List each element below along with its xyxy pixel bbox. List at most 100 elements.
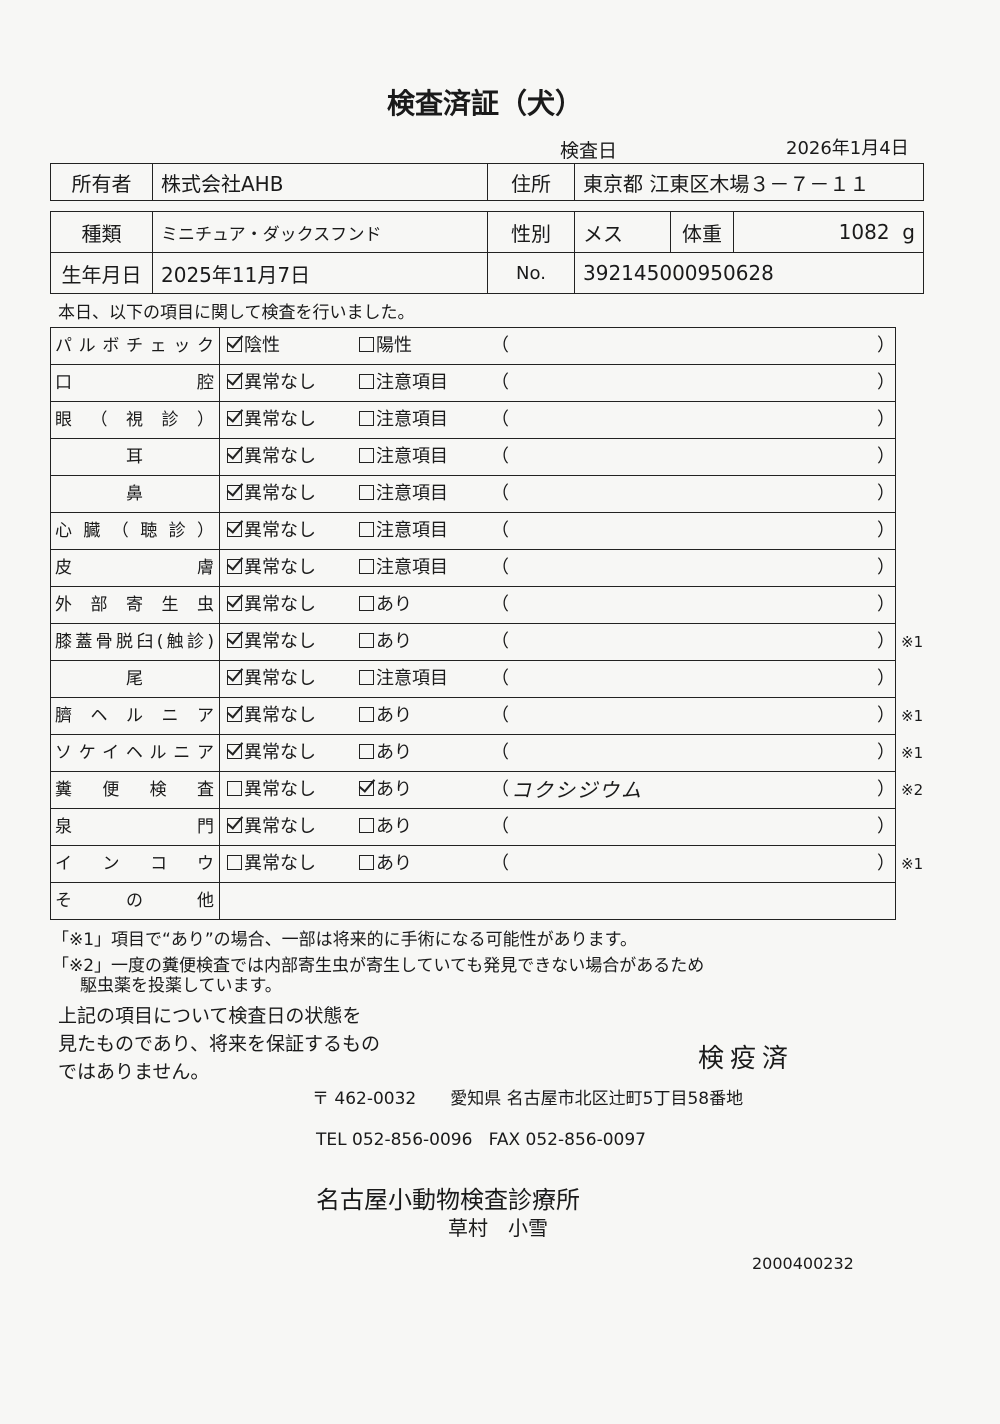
option-abnormal[interactable]: あり	[359, 698, 412, 734]
option-abnormal[interactable]: あり	[359, 587, 412, 623]
sex-label: 性別	[487, 211, 575, 253]
table-row: 眼（視診） 異常なし 注意項目 （ ）	[51, 402, 895, 439]
address-label: 住所	[487, 163, 575, 201]
option-abnormal[interactable]: あり	[359, 772, 412, 808]
checkbox-icon[interactable]	[227, 448, 242, 463]
checkbox-icon[interactable]	[359, 559, 374, 574]
option-label: 注意項目	[376, 446, 448, 467]
checkbox-icon[interactable]	[359, 485, 374, 500]
checkbox-icon[interactable]	[227, 374, 242, 389]
option-abnormal[interactable]: あり	[359, 809, 412, 845]
checkbox-icon[interactable]	[359, 411, 374, 426]
postal-code: 〒 462-0032	[312, 1089, 417, 1109]
checkbox-icon[interactable]	[359, 855, 374, 870]
option-normal[interactable]: 異常なし	[227, 587, 316, 623]
item-label: 泉門	[51, 809, 220, 845]
item-mark: ※1	[901, 633, 924, 651]
option-normal[interactable]: 異常なし	[227, 476, 316, 512]
checkbox-icon[interactable]	[359, 781, 374, 796]
option-label: 注意項目	[376, 372, 448, 393]
paren-close: ）	[877, 594, 895, 615]
table-row: 口腔 異常なし 注意項目 （ ）	[51, 365, 895, 402]
checkbox-icon[interactable]	[227, 559, 242, 574]
paren-close: ）	[877, 742, 895, 763]
checkbox-icon[interactable]	[359, 707, 374, 722]
option-label: 異常なし	[244, 409, 316, 430]
paren-open: （	[491, 372, 509, 393]
option-abnormal[interactable]: 注意項目	[359, 476, 448, 512]
owner-table: 所有者 株式会社AHB 住所 東京都 江東区木場３－７－１１	[50, 163, 924, 201]
option-normal[interactable]: 異常なし	[227, 698, 316, 734]
paren-open: （	[491, 705, 509, 726]
option-label: 異常なし	[244, 446, 316, 467]
checkbox-icon[interactable]	[359, 633, 374, 648]
disclaimer-line: 上記の項目について検査日の状態を	[58, 1005, 362, 1027]
checkbox-icon[interactable]	[359, 448, 374, 463]
sex-value: メス	[574, 211, 671, 253]
checkbox-icon[interactable]	[359, 374, 374, 389]
option-abnormal[interactable]: 注意項目	[359, 550, 448, 586]
checkbox-icon[interactable]	[227, 744, 242, 759]
option-normal[interactable]: 陰性	[227, 328, 280, 364]
option-abnormal[interactable]: 注意項目	[359, 513, 448, 549]
paren-close: ）	[877, 557, 895, 578]
option-normal[interactable]: 異常なし	[227, 624, 316, 660]
paren-close: ）	[877, 372, 895, 393]
checkbox-icon[interactable]	[359, 596, 374, 611]
pet-table: 種類 ミニチュア・ダックスフンド 性別 メス 体重 1082 g 生年月日 20…	[50, 211, 924, 294]
checkbox-icon[interactable]	[227, 596, 242, 611]
checkbox-icon[interactable]	[359, 670, 374, 685]
checkbox-icon[interactable]	[227, 707, 242, 722]
checkbox-icon[interactable]	[227, 633, 242, 648]
option-abnormal[interactable]: あり	[359, 624, 412, 660]
table-row: 耳 異常なし 注意項目 （ ）	[51, 439, 895, 476]
checkbox-icon[interactable]	[227, 485, 242, 500]
option-normal[interactable]: 異常なし	[227, 402, 316, 438]
footnote-1: 「※1」項目で“あり”の場合、一部は将来的に手術になる可能性があります。	[52, 930, 637, 950]
checkbox-icon[interactable]	[359, 818, 374, 833]
inspection-date-label: 検査日	[560, 140, 618, 162]
checkbox-icon[interactable]	[227, 522, 242, 537]
checkbox-icon[interactable]	[227, 818, 242, 833]
option-normal[interactable]: 異常なし	[227, 365, 316, 401]
checkbox-icon[interactable]	[227, 670, 242, 685]
option-label: 異常なし	[244, 668, 316, 689]
option-normal[interactable]: 異常なし	[227, 772, 316, 808]
option-abnormal[interactable]: 注意項目	[359, 365, 448, 401]
option-label: あり	[376, 742, 412, 763]
clinic-contact: TEL 052-856-0096 FAX 052-856-0097	[316, 1130, 646, 1150]
option-label: 注意項目	[376, 668, 448, 689]
option-label: あり	[376, 816, 412, 837]
option-abnormal[interactable]: 陽性	[359, 328, 412, 364]
option-normal[interactable]: 異常なし	[227, 439, 316, 475]
option-abnormal[interactable]: 注意項目	[359, 661, 448, 697]
option-abnormal[interactable]: あり	[359, 735, 412, 771]
option-normal[interactable]: 異常なし	[227, 661, 316, 697]
checkbox-icon[interactable]	[359, 744, 374, 759]
item-label: 皮膚	[51, 550, 220, 586]
intro-text: 本日、以下の項目に関して検査を行いました。	[58, 303, 415, 323]
option-normal[interactable]: 異常なし	[227, 846, 316, 882]
disclaimer: 上記の項目について検査日の状態を 見たものであり、将来を保証するもの ではありま…	[58, 1002, 380, 1086]
checkbox-icon[interactable]	[359, 522, 374, 537]
weight-unit: g	[902, 220, 915, 244]
checkbox-icon[interactable]	[227, 411, 242, 426]
option-normal[interactable]: 異常なし	[227, 513, 316, 549]
paren-close: ）	[877, 816, 895, 837]
option-abnormal[interactable]: 注意項目	[359, 439, 448, 475]
checkbox-icon[interactable]	[227, 337, 242, 352]
option-normal[interactable]: 異常なし	[227, 550, 316, 586]
checkbox-icon[interactable]	[227, 781, 242, 796]
checkbox-icon[interactable]	[227, 855, 242, 870]
option-normal[interactable]: 異常なし	[227, 809, 316, 845]
option-label: 異常なし	[244, 483, 316, 504]
paren-open: （	[491, 816, 509, 837]
checkbox-icon[interactable]	[359, 337, 374, 352]
option-label: 異常なし	[244, 742, 316, 763]
paren-open: （	[491, 446, 509, 467]
paren-open: （	[491, 594, 509, 615]
option-abnormal[interactable]: 注意項目	[359, 402, 448, 438]
paren-open: （	[491, 520, 509, 541]
option-abnormal[interactable]: あり	[359, 846, 412, 882]
option-normal[interactable]: 異常なし	[227, 735, 316, 771]
